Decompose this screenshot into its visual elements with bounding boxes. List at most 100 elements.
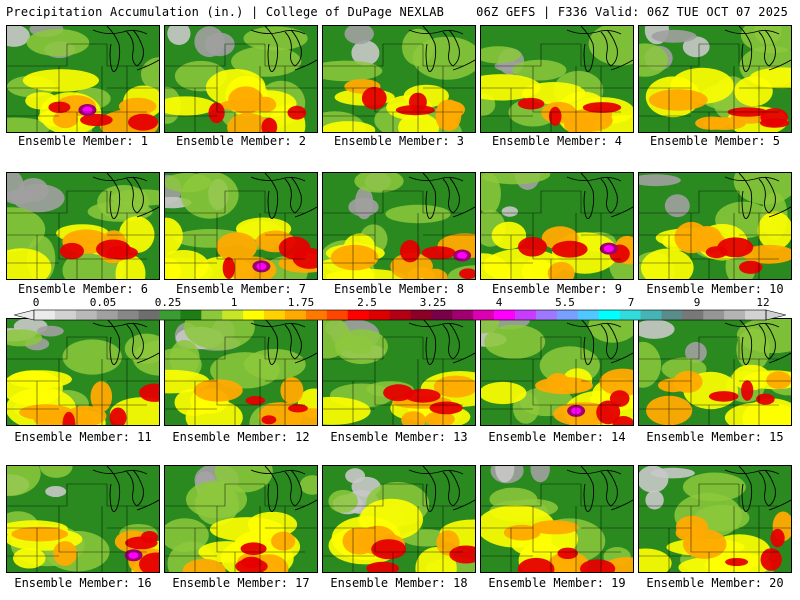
legend-color-swatch [431, 310, 453, 320]
ensemble-member-label: Ensemble Member: 17 [172, 576, 310, 590]
ensemble-member-label: Ensemble Member: 16 [14, 576, 152, 590]
ensemble-map-13 [322, 318, 476, 426]
precip-map-graphic [323, 26, 475, 132]
chart-title: Precipitation Accumulation (in.) | Colle… [6, 5, 445, 19]
precip-map-graphic [7, 173, 159, 279]
ensemble-member-label: Ensemble Member: 19 [488, 576, 626, 590]
precip-map-graphic [323, 466, 475, 572]
precip-map-graphic [481, 173, 633, 279]
legend-color-swatch [473, 310, 495, 320]
ensemble-map-17 [164, 465, 318, 573]
legend-tick-label: 1.75 [287, 296, 315, 309]
ensemble-map-7 [164, 172, 318, 280]
precip-map-graphic [165, 173, 317, 279]
precip-map-graphic [165, 466, 317, 572]
ensemble-map-9 [480, 172, 634, 280]
ensemble-map-11 [6, 318, 160, 426]
legend-color-swatch [159, 310, 181, 320]
ensemble-member-label: Ensemble Member: 15 [646, 430, 784, 444]
precip-map-graphic [481, 319, 633, 425]
legend-color-swatch [494, 310, 516, 320]
legend-color-swatch [703, 310, 725, 320]
ensemble-map-5 [638, 25, 792, 133]
ensemble-member-label: Ensemble Member: 13 [330, 430, 468, 444]
legend-color-swatch [284, 310, 307, 320]
precip-map-graphic [323, 319, 475, 425]
ensemble-member-label: Ensemble Member: 3 [333, 134, 465, 148]
ensemble-map-10 [638, 172, 792, 280]
legend-color-swatch [96, 310, 118, 320]
legend-color-swatch [347, 310, 369, 320]
legend-color-swatch [264, 310, 286, 320]
ensemble-member-label: Ensemble Member: 4 [491, 134, 623, 148]
legend-color-swatch [535, 310, 558, 320]
ensemble-member-label: Ensemble Member: 18 [330, 576, 468, 590]
legend-tick-label: 5.5 [555, 296, 575, 309]
ensemble-member-label: Ensemble Member: 20 [646, 576, 784, 590]
precip-map-graphic [639, 26, 791, 132]
ensemble-member-label: Ensemble Member: 10 [646, 282, 784, 296]
ensemble-map-20 [638, 465, 792, 573]
precip-map-graphic [165, 319, 317, 425]
precip-map-graphic [639, 319, 791, 425]
ensemble-map-8 [322, 172, 476, 280]
legend-color-swatch [180, 310, 202, 320]
ensemble-map-14 [480, 318, 634, 426]
legend-tick-labels: 0 0.05 0.25 1 1.75 2.5 3.25 4 5.5 7 9 12 [0, 296, 800, 310]
legend-color-swatch [138, 310, 160, 320]
legend-color-swatch [515, 310, 537, 320]
ensemble-map-6 [6, 172, 160, 280]
ensemble-map-19 [480, 465, 634, 573]
run-info: 06Z GEFS | F336 Valid: 06Z TUE OCT 07 20… [476, 5, 788, 19]
ensemble-member-label: Ensemble Member: 8 [333, 282, 465, 296]
precip-map-graphic [165, 26, 317, 132]
precip-map-graphic [481, 466, 633, 572]
ensemble-map-4 [480, 25, 634, 133]
ensemble-map-3 [322, 25, 476, 133]
legend-color-swatch [34, 310, 56, 320]
legend-tick-label: 3.25 [419, 296, 447, 309]
legend-color-swatch [598, 310, 620, 320]
precip-map-graphic [481, 26, 633, 132]
legend-outline [33, 309, 767, 321]
legend-arrow-high [765, 309, 786, 321]
precip-map-graphic [639, 173, 791, 279]
ensemble-member-label: Ensemble Member: 7 [175, 282, 307, 296]
precip-map-graphic [7, 466, 159, 572]
precip-map-graphic [7, 319, 159, 425]
ensemble-map-1 [6, 25, 160, 133]
legend-color-swatch [410, 310, 432, 320]
ensemble-member-label: Ensemble Member: 9 [491, 282, 623, 296]
legend-tick-label: 12 [756, 296, 770, 309]
precip-color-legend [14, 309, 786, 321]
precip-map-graphic [323, 173, 475, 279]
legend-color-swatch [682, 310, 704, 320]
legend-color-swatch [368, 310, 390, 320]
legend-color-swatch [745, 310, 767, 320]
legend-arrow-low [14, 309, 35, 321]
ensemble-map-2 [164, 25, 318, 133]
ensemble-member-label: Ensemble Member: 2 [175, 134, 307, 148]
legend-color-swatch [556, 310, 579, 320]
legend-tick-label: 1 [230, 296, 238, 309]
legend-color-swatch [305, 310, 328, 320]
legend-color-swatch [75, 310, 98, 320]
legend-tick-label: 0.05 [89, 296, 117, 309]
legend-color-swatch [389, 310, 411, 320]
ensemble-map-12 [164, 318, 318, 426]
legend-color-swatch [222, 310, 244, 320]
ensemble-member-label: Ensemble Member: 1 [17, 134, 149, 148]
ensemble-member-label: Ensemble Member: 6 [17, 282, 149, 296]
ensemble-member-label: Ensemble Member: 12 [172, 430, 310, 444]
legend-color-swatch [661, 310, 683, 320]
legend-tick-label: 2.5 [357, 296, 377, 309]
legend-tick-label: 4 [495, 296, 503, 309]
ensemble-member-label: Ensemble Member: 11 [14, 430, 152, 444]
legend-color-swatch [54, 310, 77, 320]
legend-color-swatch [201, 310, 223, 320]
legend-color-swatch [117, 310, 139, 320]
legend-tick-label: 7 [627, 296, 635, 309]
legend-tick-label: 0.25 [154, 296, 182, 309]
ensemble-map-18 [322, 465, 476, 573]
legend-color-swatch [577, 310, 599, 320]
